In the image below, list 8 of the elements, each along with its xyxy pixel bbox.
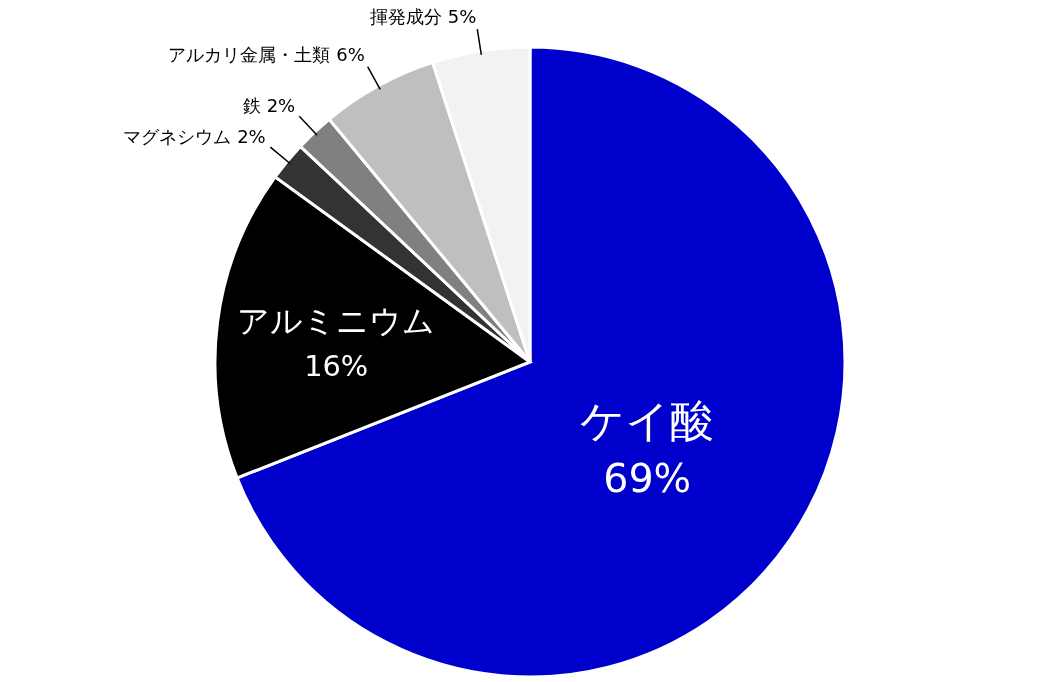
slice-label: マグネシウム 2% [123,126,266,148]
slice-label: 鉄 2% [242,94,296,116]
slice-label: アルカリ金属・土類 6% [168,44,365,66]
slice-label: ケイ酸 [580,394,715,446]
data-label: 16% [304,348,369,383]
slice-label: アルミニウム [237,301,436,340]
slice-label: 揮発成分 5% [370,6,477,28]
data-label: 69% [603,454,692,501]
